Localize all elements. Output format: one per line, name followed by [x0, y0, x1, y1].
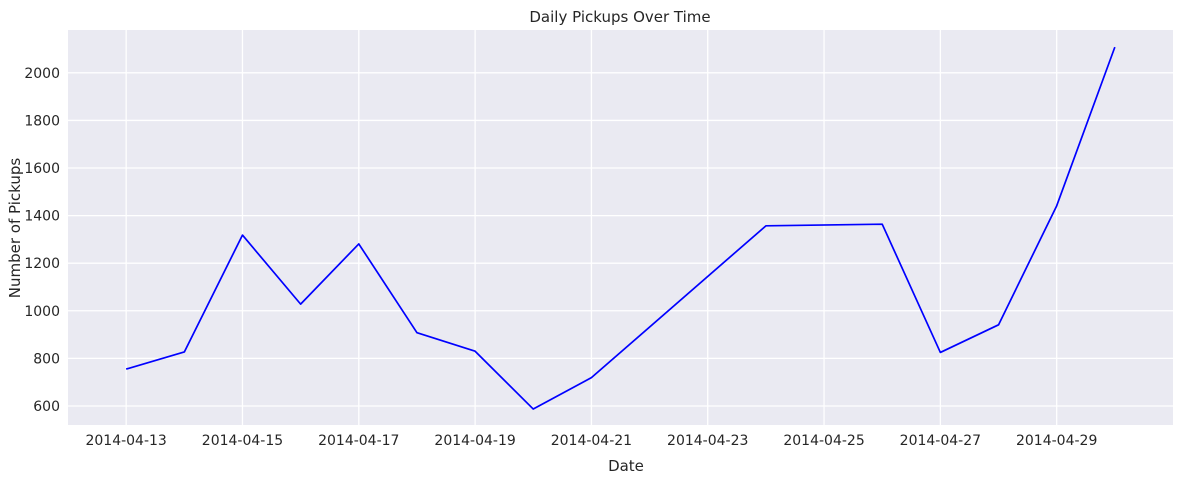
- x-tick-label: 2014-04-13: [85, 433, 166, 449]
- x-tick-label: 2014-04-21: [551, 433, 632, 449]
- x-tick-label: 2014-04-23: [667, 433, 748, 449]
- x-tick-label: 2014-04-15: [202, 433, 283, 449]
- y-tick-label: 600: [33, 399, 60, 415]
- y-tick-label: 800: [33, 351, 60, 367]
- y-tick-label: 1400: [24, 209, 60, 225]
- x-tick-label: 2014-04-25: [783, 433, 864, 449]
- x-tick-label: 2014-04-27: [900, 433, 981, 449]
- y-tick-label: 1000: [24, 304, 60, 320]
- chart-title: Daily Pickups Over Time: [529, 8, 710, 26]
- x-tick-label: 2014-04-29: [1016, 433, 1097, 449]
- plot-area: [68, 30, 1173, 425]
- x-tick-label: 2014-04-17: [318, 433, 399, 449]
- y-tick-label: 1800: [24, 113, 60, 129]
- x-axis-title: Date: [608, 457, 644, 475]
- y-tick-label: 1200: [24, 256, 60, 272]
- x-tick-label: 2014-04-19: [434, 433, 515, 449]
- y-axis-title: Number of Pickups: [6, 158, 24, 299]
- y-tick-label: 2000: [24, 66, 60, 82]
- y-tick-label: 1600: [24, 161, 60, 177]
